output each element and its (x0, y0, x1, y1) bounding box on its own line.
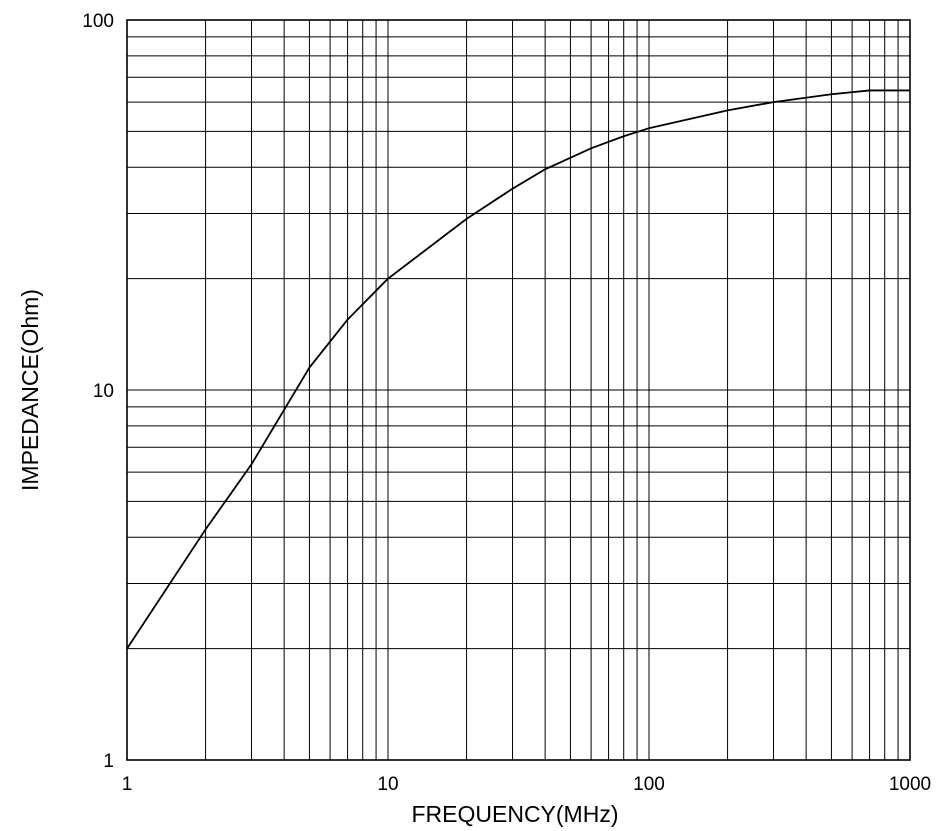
x-tick-label-10: 10 (377, 774, 398, 795)
x-axis-title: FREQUENCY(MHz) (412, 801, 619, 827)
grid (126, 19, 911, 761)
y-axis-title: IMPEDANCE(Ohm) (17, 289, 43, 491)
plot-frame (126, 19, 911, 761)
y-tick-label-10: 10 (93, 381, 114, 402)
x-tick-label-1000: 1000 (889, 774, 931, 795)
y-tick-label-100: 100 (82, 11, 114, 32)
y-tick-label-1: 1 (103, 751, 114, 772)
impedance-curve (126, 89, 910, 650)
x-tick-label-1: 1 (122, 774, 133, 795)
x-tick-label-100: 100 (633, 774, 665, 795)
